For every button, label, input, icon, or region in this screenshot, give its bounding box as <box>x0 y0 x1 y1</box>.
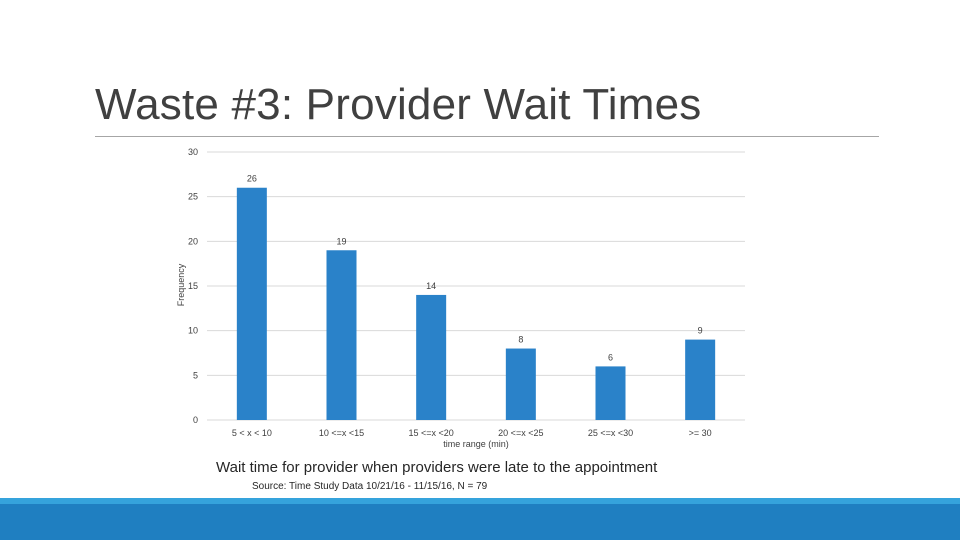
bar-5 <box>595 366 626 420</box>
y-tick-label: 5 <box>193 370 198 380</box>
x-axis-ticks: 5 < x < 10 10 <=x <15 15 <=x <20 20 <=x <25… <box>232 428 712 438</box>
y-axis-ticks: 0 5 10 15 20 25 30 <box>188 147 198 425</box>
bar-3 <box>416 294 447 420</box>
wait-time-bar-chart: 0 5 10 15 20 25 30 26 19 14 8 6 9 5 < x < 10 10 <=x … <box>176 147 745 449</box>
data-label: 6 <box>608 352 613 362</box>
data-label: 8 <box>518 335 523 345</box>
y-tick-label: 15 <box>188 281 198 291</box>
data-label: 9 <box>698 326 703 336</box>
y-tick-label: 20 <box>188 236 198 246</box>
data-labels: 26 19 14 8 6 9 <box>247 174 703 363</box>
data-label: 14 <box>426 281 436 291</box>
x-tick-label: >= 30 <box>689 428 712 438</box>
x-axis-title: time range (min) <box>443 439 509 449</box>
bar-4 <box>505 348 536 420</box>
x-tick-label: 10 <=x <15 <box>319 428 364 438</box>
slide-title: Waste #3: Provider Wait Times <box>95 80 702 129</box>
x-tick-label: 25 <=x <30 <box>588 428 633 438</box>
data-label: 26 <box>247 174 257 184</box>
bar-1 <box>236 187 267 420</box>
y-tick-label: 0 <box>193 415 198 425</box>
y-tick-label: 30 <box>188 147 198 157</box>
chart-caption: Wait time for provider when providers we… <box>216 459 658 476</box>
x-tick-label: 15 <=x <20 <box>409 428 454 438</box>
x-tick-label: 20 <=x <25 <box>498 428 543 438</box>
bar-2 <box>326 250 357 420</box>
bars <box>236 187 716 420</box>
bar-6 <box>685 339 716 420</box>
gridlines <box>207 151 745 421</box>
x-tick-label: 5 < x < 10 <box>232 428 272 438</box>
data-source-note: Source: Time Study Data 10/21/16 - 11/15… <box>252 481 488 492</box>
data-label: 19 <box>336 236 346 246</box>
y-tick-label: 25 <box>188 192 198 202</box>
title-divider <box>95 136 879 137</box>
y-tick-label: 10 <box>188 326 198 336</box>
footer-bar <box>0 504 960 540</box>
y-axis-title: Frequency <box>176 263 186 306</box>
footer-accent-stripe <box>0 498 960 504</box>
